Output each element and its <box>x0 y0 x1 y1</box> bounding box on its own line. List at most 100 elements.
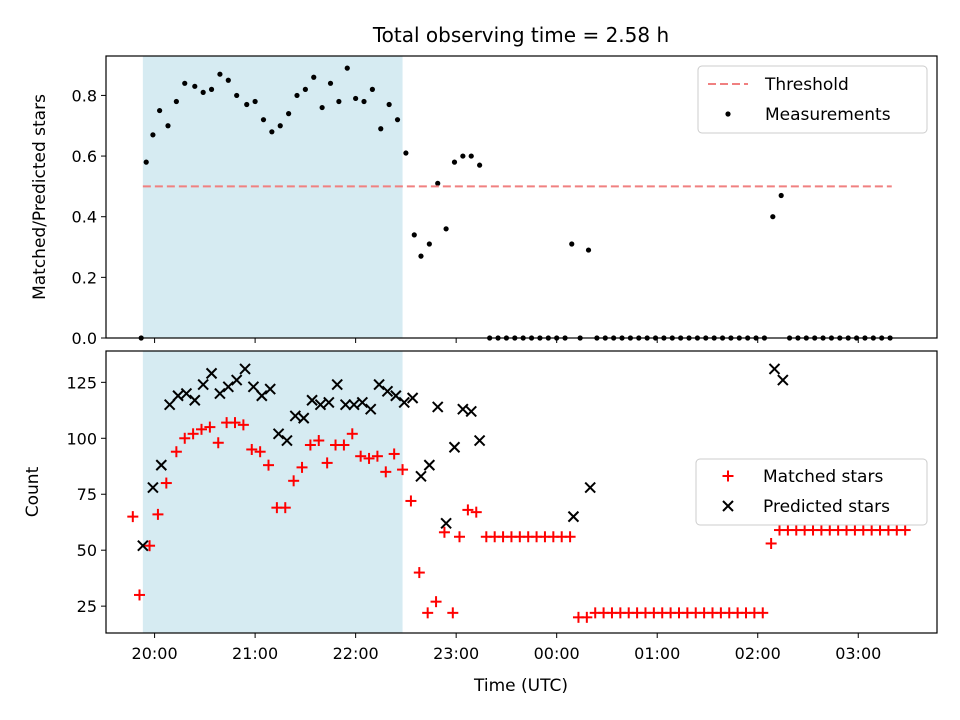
matched-star-point <box>470 506 482 518</box>
matched-star-point <box>581 611 593 623</box>
x-tick-label: 21:00 <box>232 644 278 663</box>
legend-predicted-swatch <box>722 500 734 512</box>
predicted-star-point <box>768 363 781 375</box>
measurement-point <box>477 162 483 168</box>
predicted-star-point-b <box>155 459 167 471</box>
predicted-star-point <box>281 434 293 447</box>
measurement-point <box>344 65 350 71</box>
bottom-legend-box <box>695 458 928 526</box>
measurement-point <box>182 80 188 86</box>
matched-star-point <box>765 537 777 549</box>
predicted-star-point <box>373 378 385 391</box>
bottom-y-tick-label: 75 <box>77 485 97 504</box>
predicted-star-point-b <box>247 381 260 393</box>
predicted-star-point-b <box>264 383 276 395</box>
matched-star-point <box>454 531 466 543</box>
bottom-y-tick-label: 50 <box>77 541 97 560</box>
x-tick-label: 23:00 <box>433 644 479 663</box>
measurement-point <box>336 98 342 105</box>
predicted-star-point <box>180 387 193 400</box>
measurement-point <box>770 214 776 220</box>
bottom-legend: Matched stars Predicted stars <box>695 458 928 526</box>
top-y-tick-label: 0.2 <box>72 268 97 287</box>
matched-star-point <box>380 466 392 478</box>
predicted-star-point <box>163 399 176 411</box>
predicted-star-point-b <box>440 517 452 530</box>
measurement-point <box>460 153 466 159</box>
measurement-point <box>569 241 575 247</box>
matched-star-point <box>397 464 409 476</box>
matched-star-point <box>363 452 375 464</box>
bottom-y-tick-label: 25 <box>77 597 97 616</box>
matched-star-point <box>757 607 769 619</box>
matched-star-point <box>438 526 450 538</box>
measurement-point <box>173 98 179 105</box>
predicted-star-point-b <box>448 441 461 453</box>
matched-star-point <box>296 461 308 473</box>
predicted-star-point-b <box>189 394 201 406</box>
measurement-point <box>192 83 198 89</box>
measurement-point <box>418 253 424 259</box>
measurement-point <box>234 92 240 99</box>
predicted-star-point-b <box>777 374 789 386</box>
measurement-point <box>411 232 417 238</box>
predicted-star-point-b <box>323 396 335 409</box>
bottom-x-axis: 20:00 21:00 22:00 23:00 00:00 01:00 02:00 03:00 <box>132 633 881 663</box>
matched-star-point <box>564 531 576 543</box>
predicted-star-point-b <box>281 434 293 447</box>
predicted-star-point <box>230 374 243 386</box>
x-tick-label: 22:00 <box>333 644 379 663</box>
matched-star-point <box>237 419 249 431</box>
legend-matched-label: Matched stars <box>763 467 883 487</box>
measurement-point <box>378 126 384 132</box>
matched-star-point <box>179 432 191 444</box>
top-y-tick-label: 0.0 <box>72 329 97 348</box>
predicted-star-point <box>381 385 394 397</box>
predicted-star-point-b <box>432 401 444 413</box>
predicted-star-point-b <box>297 412 310 424</box>
top-y-tick-label: 0.6 <box>72 147 97 166</box>
predicted-star-point-b <box>465 405 477 418</box>
predicted-star-point <box>567 510 580 523</box>
predicted-star-point <box>440 517 452 530</box>
measurement-point <box>157 107 163 114</box>
measurement-point <box>403 150 409 156</box>
measurement-point <box>165 123 171 129</box>
predicted-star-point <box>356 396 369 409</box>
measurement-point <box>200 89 206 95</box>
matched-star-point <box>462 504 474 516</box>
matched-star-point <box>134 589 146 601</box>
matched-star-point <box>204 421 216 433</box>
matched-star-point <box>144 540 156 552</box>
legend-predicted-label: Predicted stars <box>763 497 890 517</box>
predicted-star-point-b <box>473 434 486 447</box>
top-y-tick-label: 0.8 <box>72 86 97 105</box>
measurement-point <box>369 86 375 92</box>
x-axis-label: Time (UTC) <box>473 676 568 696</box>
predicted-star-point-b <box>272 428 285 440</box>
predicted-star-point-b <box>256 390 268 402</box>
matched-star-point <box>430 596 442 608</box>
measurement-point <box>269 129 275 135</box>
matched-star-point <box>254 446 266 458</box>
predicted-star-point <box>272 428 285 440</box>
predicted-star-point <box>247 381 260 393</box>
measurement-point <box>150 132 156 138</box>
matched-star-point <box>263 459 275 471</box>
x-tick-label: 02:00 <box>735 644 781 663</box>
predicted-star-point-b <box>339 399 352 411</box>
measurement-point <box>353 95 359 102</box>
predicted-star-point-b <box>306 394 318 406</box>
predicted-star-point-b <box>423 459 436 471</box>
measurement-point <box>585 247 592 253</box>
predicted-star-point-b <box>390 390 402 402</box>
matched-star-point <box>355 450 367 462</box>
legend-matched-swatch <box>722 470 734 482</box>
measurement-point <box>252 98 258 105</box>
matched-star-point <box>413 567 425 579</box>
matched-star-point <box>246 443 258 455</box>
measurement-point <box>277 123 283 129</box>
predicted-star-point <box>172 390 184 402</box>
matched-star-point <box>371 450 383 462</box>
predicted-star-point-b <box>180 387 193 400</box>
